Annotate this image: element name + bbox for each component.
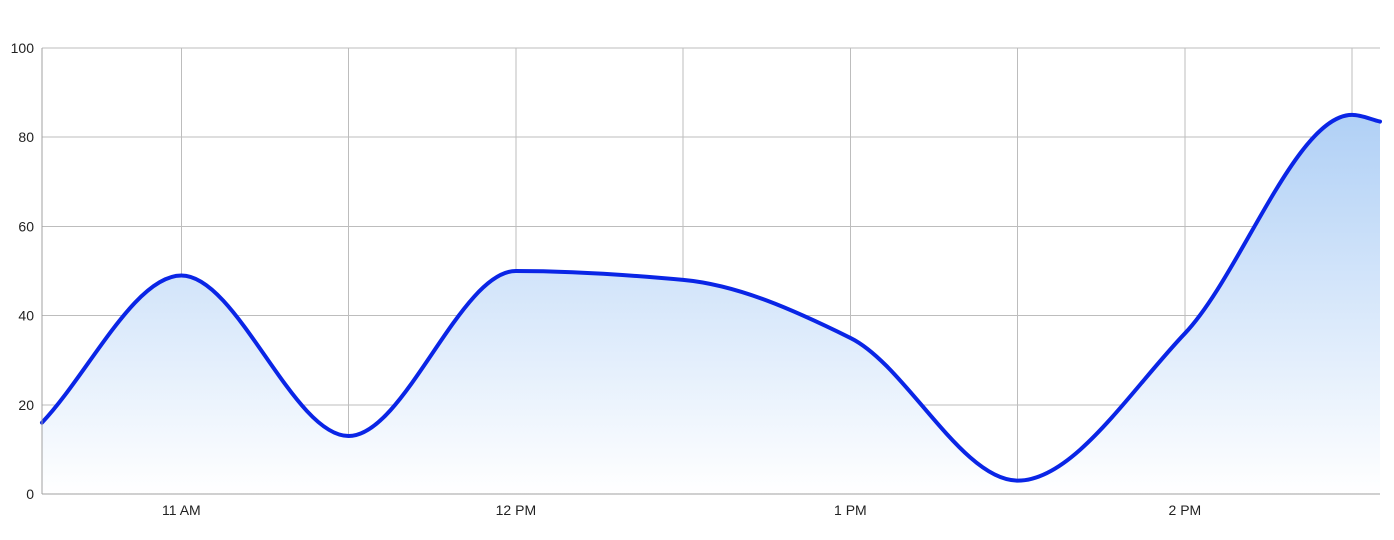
y-tick-label: 20 xyxy=(18,397,34,413)
y-tick-label: 60 xyxy=(18,218,34,234)
y-tick-label: 0 xyxy=(26,486,34,502)
x-tick-label: 12 PM xyxy=(496,502,536,518)
tick-labels: 0 20 40 60 80 100 11 AM 12 PM 1 PM 2 PM xyxy=(11,40,1202,518)
x-tick-label: 1 PM xyxy=(834,502,867,518)
x-tick-label: 2 PM xyxy=(1169,502,1202,518)
y-tick-label: 40 xyxy=(18,308,34,324)
y-tick-label: 80 xyxy=(18,129,34,145)
series-line-group xyxy=(40,112,1382,483)
y-tick-label: 100 xyxy=(11,40,35,56)
series-area-fill xyxy=(42,114,1380,495)
series-line xyxy=(40,112,1382,483)
x-tick-label: 11 AM xyxy=(162,502,201,518)
area-fill-group xyxy=(42,114,1380,495)
axes xyxy=(41,48,1380,495)
